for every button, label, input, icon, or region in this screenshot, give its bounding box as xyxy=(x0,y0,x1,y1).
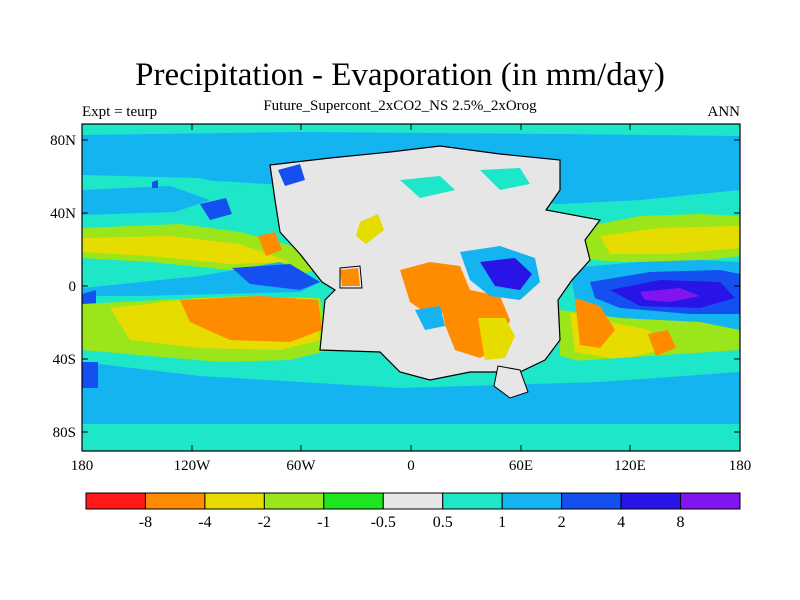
coastline-island-east xyxy=(493,365,529,399)
itcz-east-max xyxy=(640,288,700,302)
land-wet-patch-south xyxy=(415,306,445,330)
map-field xyxy=(82,124,740,451)
colorbar-label: -1 xyxy=(317,514,330,531)
x-tick-120w: 120W xyxy=(174,458,212,474)
colorbar-label: 8 xyxy=(677,514,685,531)
colorbar-swatch xyxy=(620,492,682,510)
sh-subtropical-orange xyxy=(180,296,322,342)
colorbar-swatch xyxy=(144,492,206,510)
sh-east-orange-patch xyxy=(648,330,676,356)
season-label: ANN xyxy=(707,104,741,120)
map-ticks xyxy=(81,124,741,451)
y-tick-40n: 40N xyxy=(50,206,76,222)
colorbar-label: -0.5 xyxy=(371,514,396,531)
land-yellow-rim xyxy=(478,318,515,360)
colorbar-label: 4 xyxy=(617,514,625,531)
land-blue-patch-north xyxy=(278,164,305,186)
sh-east-orange xyxy=(575,298,615,348)
y-tick-0: 0 xyxy=(69,279,77,295)
colorbar-labels: -8 -4 -2 -1 -0.5 0.5 1 2 4 8 xyxy=(139,514,685,531)
land-blue-patch-nw xyxy=(200,198,232,220)
x-tick-180e: 180 xyxy=(729,458,752,474)
x-tick-120e: 120E xyxy=(614,458,646,474)
x-tick-180w: 180 xyxy=(71,458,94,474)
plot-title: Precipitation - Evaporation (in mm/day) xyxy=(135,57,665,93)
colorbar-label: 1 xyxy=(498,514,506,531)
colorbar-label: -4 xyxy=(198,514,211,531)
x-tick-0: 0 xyxy=(407,458,415,474)
colorbar-swatch xyxy=(382,492,444,510)
land-yellow-patch-north xyxy=(356,214,384,244)
y-tick-80s: 80S xyxy=(53,425,76,441)
colorbar-swatch xyxy=(204,492,265,510)
land-teal-patch-east xyxy=(480,168,530,190)
nh-storm-track-blue xyxy=(82,186,210,215)
sh-storm-track-blue xyxy=(82,362,98,388)
colorbar-swatch xyxy=(561,492,622,510)
experiment-label: Expt = teurp xyxy=(82,104,158,120)
coastline-island-small xyxy=(339,265,363,289)
sh-storm-track-light-blue xyxy=(82,362,740,424)
colorbar-swatch xyxy=(680,492,741,510)
colorbar-label: -8 xyxy=(139,514,152,531)
land-orange-small xyxy=(258,232,282,256)
colorbar-swatch xyxy=(323,492,384,510)
coastline xyxy=(269,145,602,381)
x-tick-60w: 60W xyxy=(286,458,316,474)
colorbar xyxy=(85,492,741,510)
sh-polar-teal xyxy=(82,424,740,451)
x-tick-60e: 60E xyxy=(509,458,533,474)
colorbar-swatch xyxy=(85,492,146,510)
itcz-west-dark xyxy=(232,264,320,290)
land-orange-small-2 xyxy=(340,268,360,286)
ocean-small-blue xyxy=(152,180,158,188)
colorbar-swatch xyxy=(263,492,325,510)
east-subtropical-yellow xyxy=(600,226,740,254)
plot-subtitle: Future_Supercont_2xCO2_NS 2.5%_2xOrog xyxy=(263,98,537,114)
colorbar-label: 2 xyxy=(558,514,566,531)
colorbar-swatch xyxy=(442,492,503,510)
y-tick-40s: 40S xyxy=(53,352,76,368)
colorbar-swatch xyxy=(501,492,563,510)
y-tick-80n: 80N xyxy=(50,133,76,149)
colorbar-label: 0.5 xyxy=(433,514,453,531)
land-wet-dark xyxy=(480,258,532,290)
nh-subtropical-yellow xyxy=(82,236,290,264)
land-teal-patch-north xyxy=(400,176,455,198)
colorbar-label: -2 xyxy=(258,514,271,531)
